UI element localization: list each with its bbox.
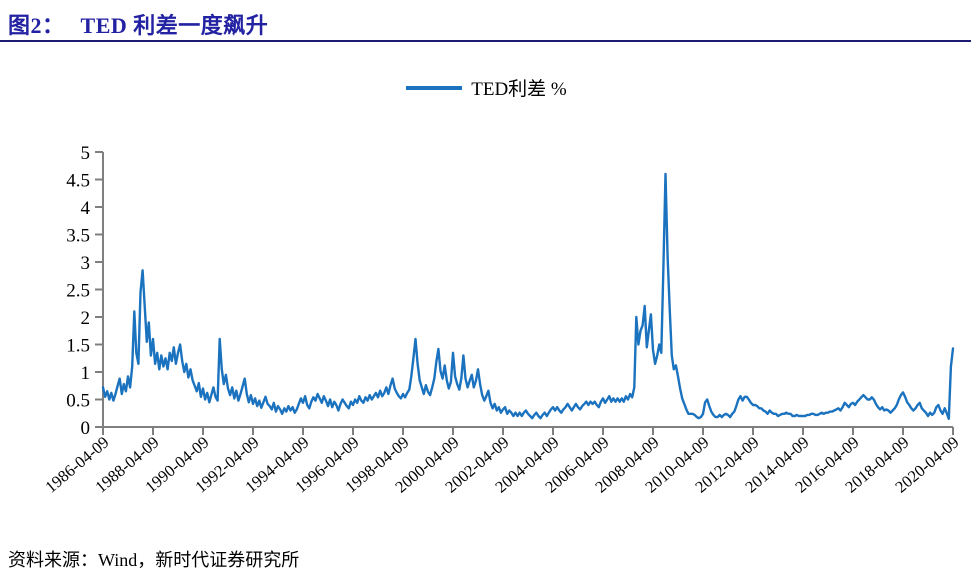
y-tick-label: 0 [81, 418, 91, 439]
chart-line [101, 172, 955, 420]
legend-label: TED利差 % [471, 79, 567, 100]
legend-line-swatch [406, 85, 463, 90]
data-source: 资料来源：Wind，新时代证券研究所 [8, 546, 299, 572]
y-tick-label: 4.5 [66, 171, 90, 192]
y-tick-label: 3 [81, 253, 91, 274]
y-tick-label: 2.5 [66, 281, 90, 302]
figure-number: 图2： [8, 13, 65, 38]
title-divider [0, 40, 971, 42]
figure-title: TED 利差一度飙升 [80, 13, 269, 38]
y-tick-label: 2 [81, 308, 91, 329]
y-tick-label: 1 [81, 363, 91, 384]
chart-legend: TED利差 % [0, 74, 973, 101]
y-tick-label: 1.5 [66, 336, 90, 357]
y-tick-label: 0.5 [66, 391, 90, 412]
y-tick-label: 4 [81, 198, 91, 219]
y-tick-label: 3.5 [66, 226, 90, 247]
figure-header: 图2： TED 利差一度飙升 [8, 8, 268, 40]
data-source-text: 资料来源：Wind，新时代证券研究所 [8, 550, 300, 570]
y-tick-label: 5 [81, 143, 91, 164]
